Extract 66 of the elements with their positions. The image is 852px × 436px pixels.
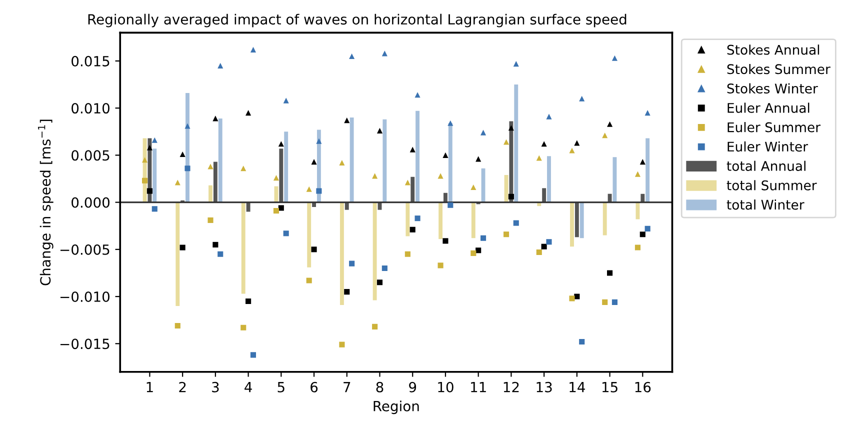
y-tick-label: 0.000 xyxy=(72,197,110,208)
y-axis-title: Change in speed [ms$^{−1}$] xyxy=(38,120,54,286)
bar xyxy=(547,156,551,202)
y-tick-label: 0.010 xyxy=(72,103,110,114)
bar xyxy=(152,148,157,202)
bar xyxy=(410,176,415,202)
bar xyxy=(514,84,518,202)
legend-label: Stokes Summer xyxy=(727,64,830,74)
x-tick-label: 12 xyxy=(504,382,519,392)
bar xyxy=(542,188,546,202)
x-tick-label: 8 xyxy=(376,382,384,392)
bar xyxy=(438,202,443,240)
x-tick-label: 14 xyxy=(570,382,585,392)
bar xyxy=(208,185,212,202)
bar xyxy=(406,202,410,236)
bar xyxy=(570,202,574,247)
bar xyxy=(471,202,476,238)
legend-label: total Annual xyxy=(726,160,806,171)
x-tick-label: 11 xyxy=(471,382,486,392)
bar xyxy=(372,202,377,300)
chart-title: Regionally averaged impact of waves on horizontal Lagrangian surface speed xyxy=(88,14,626,28)
legend-label: Euler Annual xyxy=(728,102,810,113)
x-tick-label: 9 xyxy=(409,382,416,392)
legend-label: total Winter xyxy=(726,200,804,210)
bar xyxy=(448,123,452,202)
bar xyxy=(416,110,420,202)
legend-label: Stokes Winter xyxy=(727,83,818,94)
bar xyxy=(580,202,584,238)
x-tick-label: 10 xyxy=(438,382,454,392)
legend-label: total Summer xyxy=(726,180,817,190)
bar xyxy=(284,132,288,202)
y-tick-label: −0.015 xyxy=(60,338,110,350)
x-tick-label: 2 xyxy=(179,382,186,392)
y-tick-label: −0.005 xyxy=(60,244,110,255)
bar xyxy=(241,202,246,294)
x-tick-label: 4 xyxy=(244,382,252,392)
legend-label: Euler Winter xyxy=(728,141,808,152)
bar xyxy=(218,118,222,202)
bar xyxy=(246,202,250,212)
legend-label: Euler Summer xyxy=(728,122,821,132)
bar xyxy=(213,162,218,202)
bar xyxy=(344,202,349,210)
bar xyxy=(186,93,190,202)
x-axis-title: Region xyxy=(374,400,419,414)
legend-label: Stokes Annual xyxy=(727,44,820,55)
x-tick-label: 3 xyxy=(212,382,219,392)
x-tick-label: 16 xyxy=(635,382,651,392)
y-tick-label: 0.005 xyxy=(72,150,110,161)
bar xyxy=(307,202,312,268)
bar xyxy=(602,202,607,236)
x-tick-label: 15 xyxy=(602,382,618,392)
bar xyxy=(646,138,650,202)
bar xyxy=(279,148,284,202)
x-tick-label: 7 xyxy=(344,382,350,392)
x-tick-label: 5 xyxy=(278,382,284,392)
bar xyxy=(382,119,387,202)
x-tick-label: 1 xyxy=(146,382,153,392)
bar xyxy=(340,202,344,306)
x-tick-label: 6 xyxy=(310,382,318,392)
y-tick-label: −0.010 xyxy=(60,291,110,302)
bar xyxy=(350,118,354,202)
bar xyxy=(612,157,617,202)
bar xyxy=(574,202,579,238)
y-tick-label: 0.015 xyxy=(72,56,110,66)
bar xyxy=(176,202,180,306)
x-tick-label: 13 xyxy=(536,382,552,392)
